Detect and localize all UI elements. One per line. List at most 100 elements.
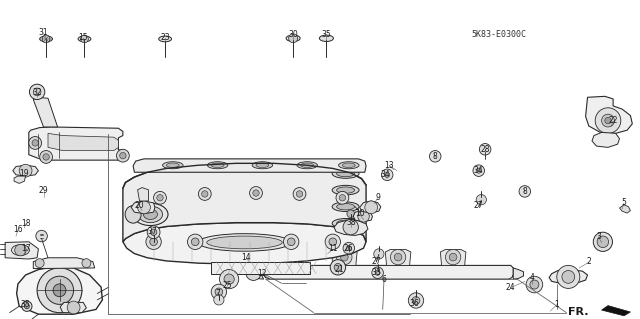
Text: 36: 36 [410,299,420,308]
Text: 5: 5 [621,198,627,207]
Circle shape [339,195,346,201]
Polygon shape [123,163,366,242]
Circle shape [154,191,166,204]
Ellipse shape [332,202,359,211]
Text: 17: 17 [20,244,31,253]
Circle shape [449,253,457,261]
Circle shape [476,168,481,173]
Text: 19: 19 [19,169,29,178]
Circle shape [372,267,383,278]
Circle shape [287,238,295,246]
Polygon shape [14,176,26,183]
Circle shape [473,165,484,176]
Circle shape [253,190,259,196]
Polygon shape [250,268,264,279]
Text: 23: 23 [160,33,170,42]
Polygon shape [549,270,588,284]
Circle shape [343,219,358,235]
Polygon shape [332,249,357,265]
Circle shape [29,137,42,149]
Polygon shape [440,249,466,265]
Circle shape [43,154,49,160]
Circle shape [595,108,621,133]
Ellipse shape [332,169,359,178]
Polygon shape [513,268,524,279]
Circle shape [330,260,346,275]
Circle shape [45,276,74,304]
Circle shape [593,232,612,251]
Ellipse shape [143,209,157,219]
Circle shape [246,265,261,280]
Ellipse shape [337,170,355,177]
Ellipse shape [286,35,300,41]
Circle shape [150,238,157,246]
Circle shape [343,242,355,254]
Circle shape [602,114,614,127]
Text: 28: 28 [481,145,490,154]
Ellipse shape [211,163,224,167]
Circle shape [526,276,543,293]
Polygon shape [385,249,411,265]
Ellipse shape [256,163,269,167]
Ellipse shape [207,236,282,249]
Circle shape [296,191,303,197]
Ellipse shape [301,163,314,167]
Circle shape [19,164,32,177]
Text: FR.: FR. [568,307,589,317]
Circle shape [519,186,531,197]
Polygon shape [138,188,148,201]
Circle shape [530,280,539,289]
Circle shape [29,84,45,100]
Ellipse shape [337,187,355,193]
Circle shape [557,265,580,288]
Ellipse shape [319,35,333,41]
Ellipse shape [198,234,291,251]
Ellipse shape [342,163,355,167]
Polygon shape [620,205,630,213]
Ellipse shape [12,245,29,256]
Circle shape [412,297,420,304]
Polygon shape [33,258,95,269]
Circle shape [336,191,349,204]
Ellipse shape [133,203,168,226]
Ellipse shape [138,206,163,223]
Text: 27: 27 [371,257,381,266]
Text: 16: 16 [13,225,23,234]
Text: 1: 1 [554,300,559,309]
Circle shape [250,187,262,199]
Circle shape [476,195,486,205]
Text: 8: 8 [522,187,527,196]
Circle shape [138,201,150,214]
Circle shape [215,288,223,296]
Circle shape [381,169,393,181]
Circle shape [374,249,384,259]
Circle shape [188,234,203,249]
Polygon shape [360,201,381,213]
Polygon shape [33,97,58,127]
Circle shape [33,88,41,96]
Text: 8: 8 [433,152,438,161]
Text: 15: 15 [78,33,88,42]
Circle shape [445,249,461,265]
Circle shape [36,230,47,242]
Circle shape [35,259,44,268]
Circle shape [42,35,50,43]
Circle shape [157,195,163,201]
Polygon shape [586,96,632,133]
Polygon shape [48,133,118,151]
Polygon shape [592,132,620,147]
Text: 34: 34 [474,166,484,175]
Circle shape [562,271,575,283]
Circle shape [147,226,160,239]
Circle shape [394,253,402,261]
Circle shape [289,34,298,43]
Text: 33: 33 [371,268,381,277]
Polygon shape [264,265,513,279]
Text: 14: 14 [241,253,252,262]
Text: 10: 10 [355,209,365,218]
Ellipse shape [166,163,179,167]
Polygon shape [17,266,102,314]
Circle shape [211,284,227,300]
Text: 6: 6 [381,275,387,284]
Text: 38: 38 [346,218,356,227]
